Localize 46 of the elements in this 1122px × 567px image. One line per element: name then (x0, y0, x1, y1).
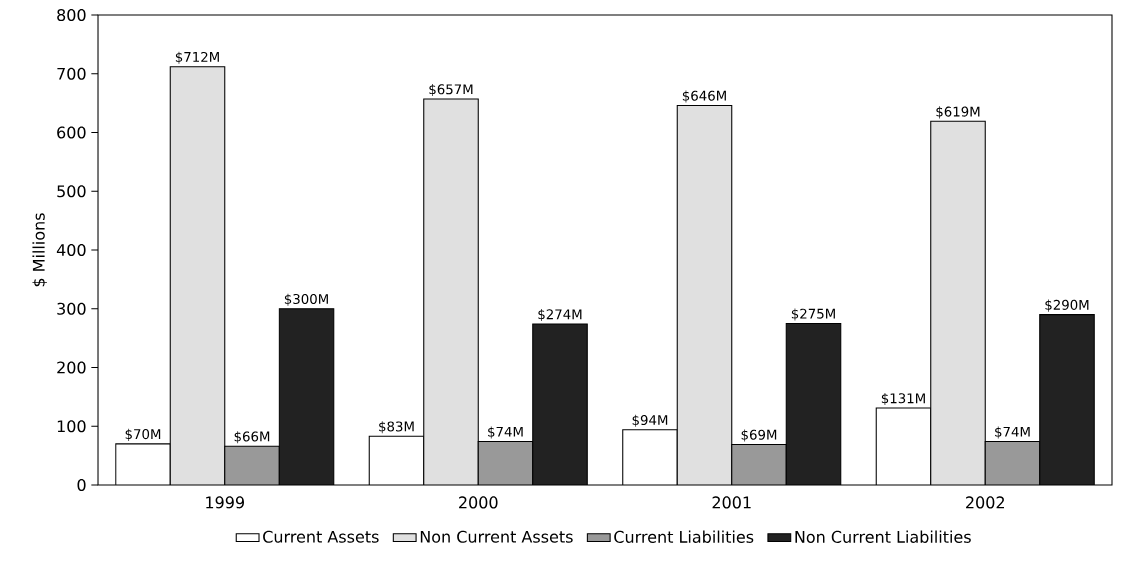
x-tick-label: 2002 (966, 496, 1004, 509)
y-tick-label: 500 (57, 185, 86, 198)
data-label: $646M (682, 90, 726, 103)
y-tick-label: 100 (57, 420, 86, 433)
y-tick-label: 400 (56, 243, 86, 257)
y-tick-label: 600 (57, 126, 86, 139)
data-label: $275M (791, 308, 835, 321)
data-label: $83M (379, 421, 414, 434)
data-label: $657M (429, 83, 473, 97)
data-label: $131M (881, 392, 925, 406)
legend-label: Current Assets (263, 530, 379, 543)
bar (785, 322, 842, 485)
y-axis-title: $ Millions (32, 213, 47, 287)
bar (477, 440, 534, 485)
bar (532, 323, 588, 485)
bar (423, 98, 479, 485)
data-label: $290M (1045, 299, 1089, 312)
bar (278, 308, 335, 485)
data-label: $69M (741, 429, 777, 442)
y-tick-label: 200 (57, 361, 86, 374)
data-label: $74M (488, 426, 523, 439)
x-tick-label: 2001 (712, 496, 751, 509)
y-tick-label: 700 (57, 67, 86, 80)
legend-label: Current Liabilities (614, 530, 754, 543)
data-label: $274M (538, 308, 582, 322)
bar (676, 104, 733, 485)
y-tick-label: 0 (77, 478, 86, 492)
x-tick-label: 2000 (459, 496, 498, 509)
legend-label: Non Current Liabilities (795, 530, 971, 543)
data-label: $300M (284, 293, 328, 306)
data-label: $66M (234, 431, 270, 444)
data-label: $94M (632, 414, 668, 427)
bar (224, 445, 280, 485)
bar (984, 440, 1041, 485)
bar (169, 66, 226, 485)
legend-label: Non Current Assets (420, 530, 573, 543)
data-label: $70M (125, 428, 161, 441)
y-tick-label: 800 (57, 8, 86, 22)
bar (1039, 314, 1095, 485)
data-label: $619M (936, 106, 980, 119)
x-tick-label: 1999 (206, 496, 244, 509)
y-tick-label: 300 (57, 302, 86, 315)
bar (731, 443, 787, 485)
data-label: $74M (995, 426, 1030, 439)
data-label: $712M (175, 51, 219, 64)
bar (930, 120, 986, 485)
